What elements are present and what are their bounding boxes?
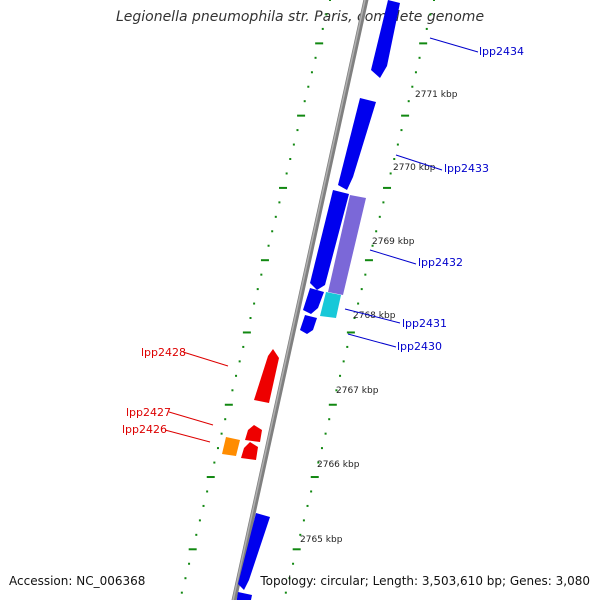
gene-forward-bottom-1[interactable] — [238, 513, 270, 590]
genome-backbone — [231, 0, 369, 600]
accession-text: Accession: NC_006368 — [9, 574, 146, 588]
label-lpp2433[interactable]: lpp2433 — [444, 162, 489, 175]
tick-label-2770: 2770 kbp — [393, 163, 436, 173]
gene-lpp2433[interactable] — [338, 98, 376, 190]
label-lpp2431[interactable]: lpp2431 — [402, 317, 447, 330]
label-lpp2426[interactable]: lpp2426 — [122, 423, 167, 436]
tick-label-2766: 2766 kbp — [317, 460, 360, 470]
gene-forward-bottom-2[interactable] — [236, 592, 252, 600]
genome-summary-text: Topology: circular; Length: 3,503,610 bp… — [260, 574, 590, 588]
gene-lpp2434[interactable] — [371, 0, 400, 78]
label-lpp2427[interactable]: lpp2427 — [126, 406, 171, 419]
label-lpp2434[interactable]: lpp2434 — [479, 45, 524, 58]
gene-lpp2426[interactable] — [222, 437, 240, 456]
reverse-label-leaders — [164, 351, 229, 443]
gene-lpp2432[interactable] — [328, 195, 366, 295]
gene-lpp2427-a[interactable] — [245, 425, 262, 442]
gene-lpp2430[interactable] — [300, 315, 317, 334]
tick-label-2765: 2765 kbp — [300, 535, 343, 545]
tick-rings — [180, 0, 435, 594]
label-lpp2430[interactable]: lpp2430 — [397, 340, 442, 353]
gene-lpp2427-b[interactable] — [241, 442, 258, 460]
reverse-genes — [222, 349, 279, 460]
gene-labels: lpp2434 lpp2433 lpp2432 lpp2431 lpp2430 … — [122, 45, 524, 436]
gene-forward-small-1[interactable] — [303, 288, 324, 314]
gene-lpp2431[interactable] — [320, 292, 341, 318]
tick-label-2769: 2769 kbp — [372, 237, 415, 247]
tick-label-2767: 2767 kbp — [336, 386, 379, 396]
tick-label-2771: 2771 kbp — [415, 90, 458, 100]
gene-lpp2428[interactable] — [254, 349, 279, 403]
forward-genes — [236, 0, 400, 600]
genome-backbone-highlight — [232, 0, 366, 600]
gene-forward-large[interactable] — [310, 190, 349, 290]
label-lpp2428[interactable]: lpp2428 — [141, 346, 186, 359]
label-lpp2432[interactable]: lpp2432 — [418, 256, 463, 269]
forward-label-leaders — [344, 37, 479, 348]
